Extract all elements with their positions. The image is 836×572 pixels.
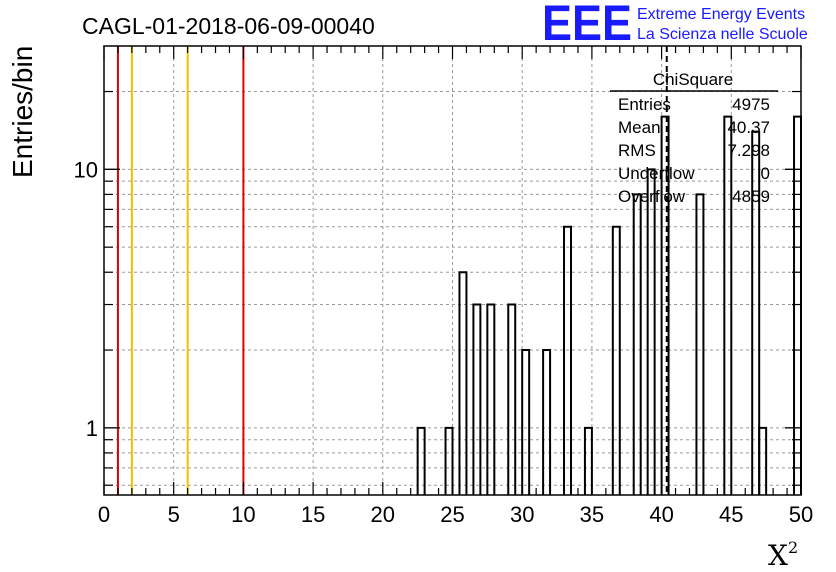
y-axis-label: Entries/bin [7,46,38,178]
logo-line1: Extreme Energy Events [637,6,805,23]
y-tick-label-1: 10 [74,157,98,182]
stats-value-underflow: 0 [761,164,770,183]
stats-label-entries: Entries [618,95,671,114]
stats-box-title: ChiSquare [653,70,733,89]
x-tick-label-1: 5 [168,502,180,527]
histogram-bin-0 [416,426,426,495]
x-tick-label-4: 20 [371,502,395,527]
x-tick-label-7: 35 [580,502,604,527]
stats-label-rms: RMS [618,141,656,160]
histogram-bin-13 [660,115,670,495]
x-tick-label-6: 30 [510,502,534,527]
x-tick-label-3: 15 [301,502,325,527]
histogram-bin-3 [472,303,482,495]
x-axis-label: X2 [768,538,798,572]
reference-lines [116,46,245,495]
histogram-bin-16 [751,130,761,495]
axis-ticks [103,46,802,495]
stats-value-entries: 4975 [732,95,770,114]
x-tick-label-10: 50 [789,502,813,527]
histogram-bin-6 [521,349,531,495]
stats-box-rows: Entries 4975 Mean 40.37 RMS 7.298 Underflow 0 Ov… [618,95,770,206]
chart-title: CAGL-01-2018-06-09-00040 [82,13,375,39]
x-tick-label-9: 45 [719,502,743,527]
stats-value-rms: 7.298 [727,141,770,160]
histogram-bin-8 [563,225,572,495]
x-tick-label-5: 25 [440,502,464,527]
eee-logo: EEE Extreme Energy Events La Scienza nel… [542,0,808,51]
stats-value-mean: 40.37 [727,118,770,137]
stats-label-underflow: Underflow [618,164,695,183]
x-tick-label-8: 40 [649,502,673,527]
histogram-bin-12 [646,168,656,495]
histogram-bin-7 [542,349,552,495]
stats-label-mean: Mean [618,118,661,137]
x-tick-label-0: 0 [98,502,110,527]
tick-labels: 0 5 10 15 20 25 30 35 40 45 50 1 10 [74,157,814,527]
histogram-bin-11 [632,193,642,495]
histogram-bin-10 [611,225,621,495]
histogram-bin-1 [444,426,454,495]
histogram-bin-2 [458,271,468,495]
stats-box: ChiSquare Entries 4975 Mean 40.37 RMS 7.298 Un… [610,70,778,206]
x-axis-label-superscript: 2 [788,538,798,557]
y-tick-label-0: 1 [86,416,98,441]
stats-value-overflow: 4859 [732,187,770,206]
histogram-bin-5 [507,303,517,495]
histogram-bin-15 [723,115,733,495]
logo-line2: La Scienza nelle Scuole [637,26,808,43]
x-tick-label-2: 10 [231,502,255,527]
histogram-bins [416,115,802,495]
histogram-bin-18 [793,115,802,495]
histogram-bin-17 [758,426,768,495]
histogram-bin-4 [486,303,496,495]
stats-label-overflow: Overflow [618,187,686,206]
histogram-bin-14 [695,193,705,495]
x-axis-label-base: X [768,539,788,572]
histogram-bin-9 [583,426,593,495]
logo-eee: EEE [542,0,632,51]
